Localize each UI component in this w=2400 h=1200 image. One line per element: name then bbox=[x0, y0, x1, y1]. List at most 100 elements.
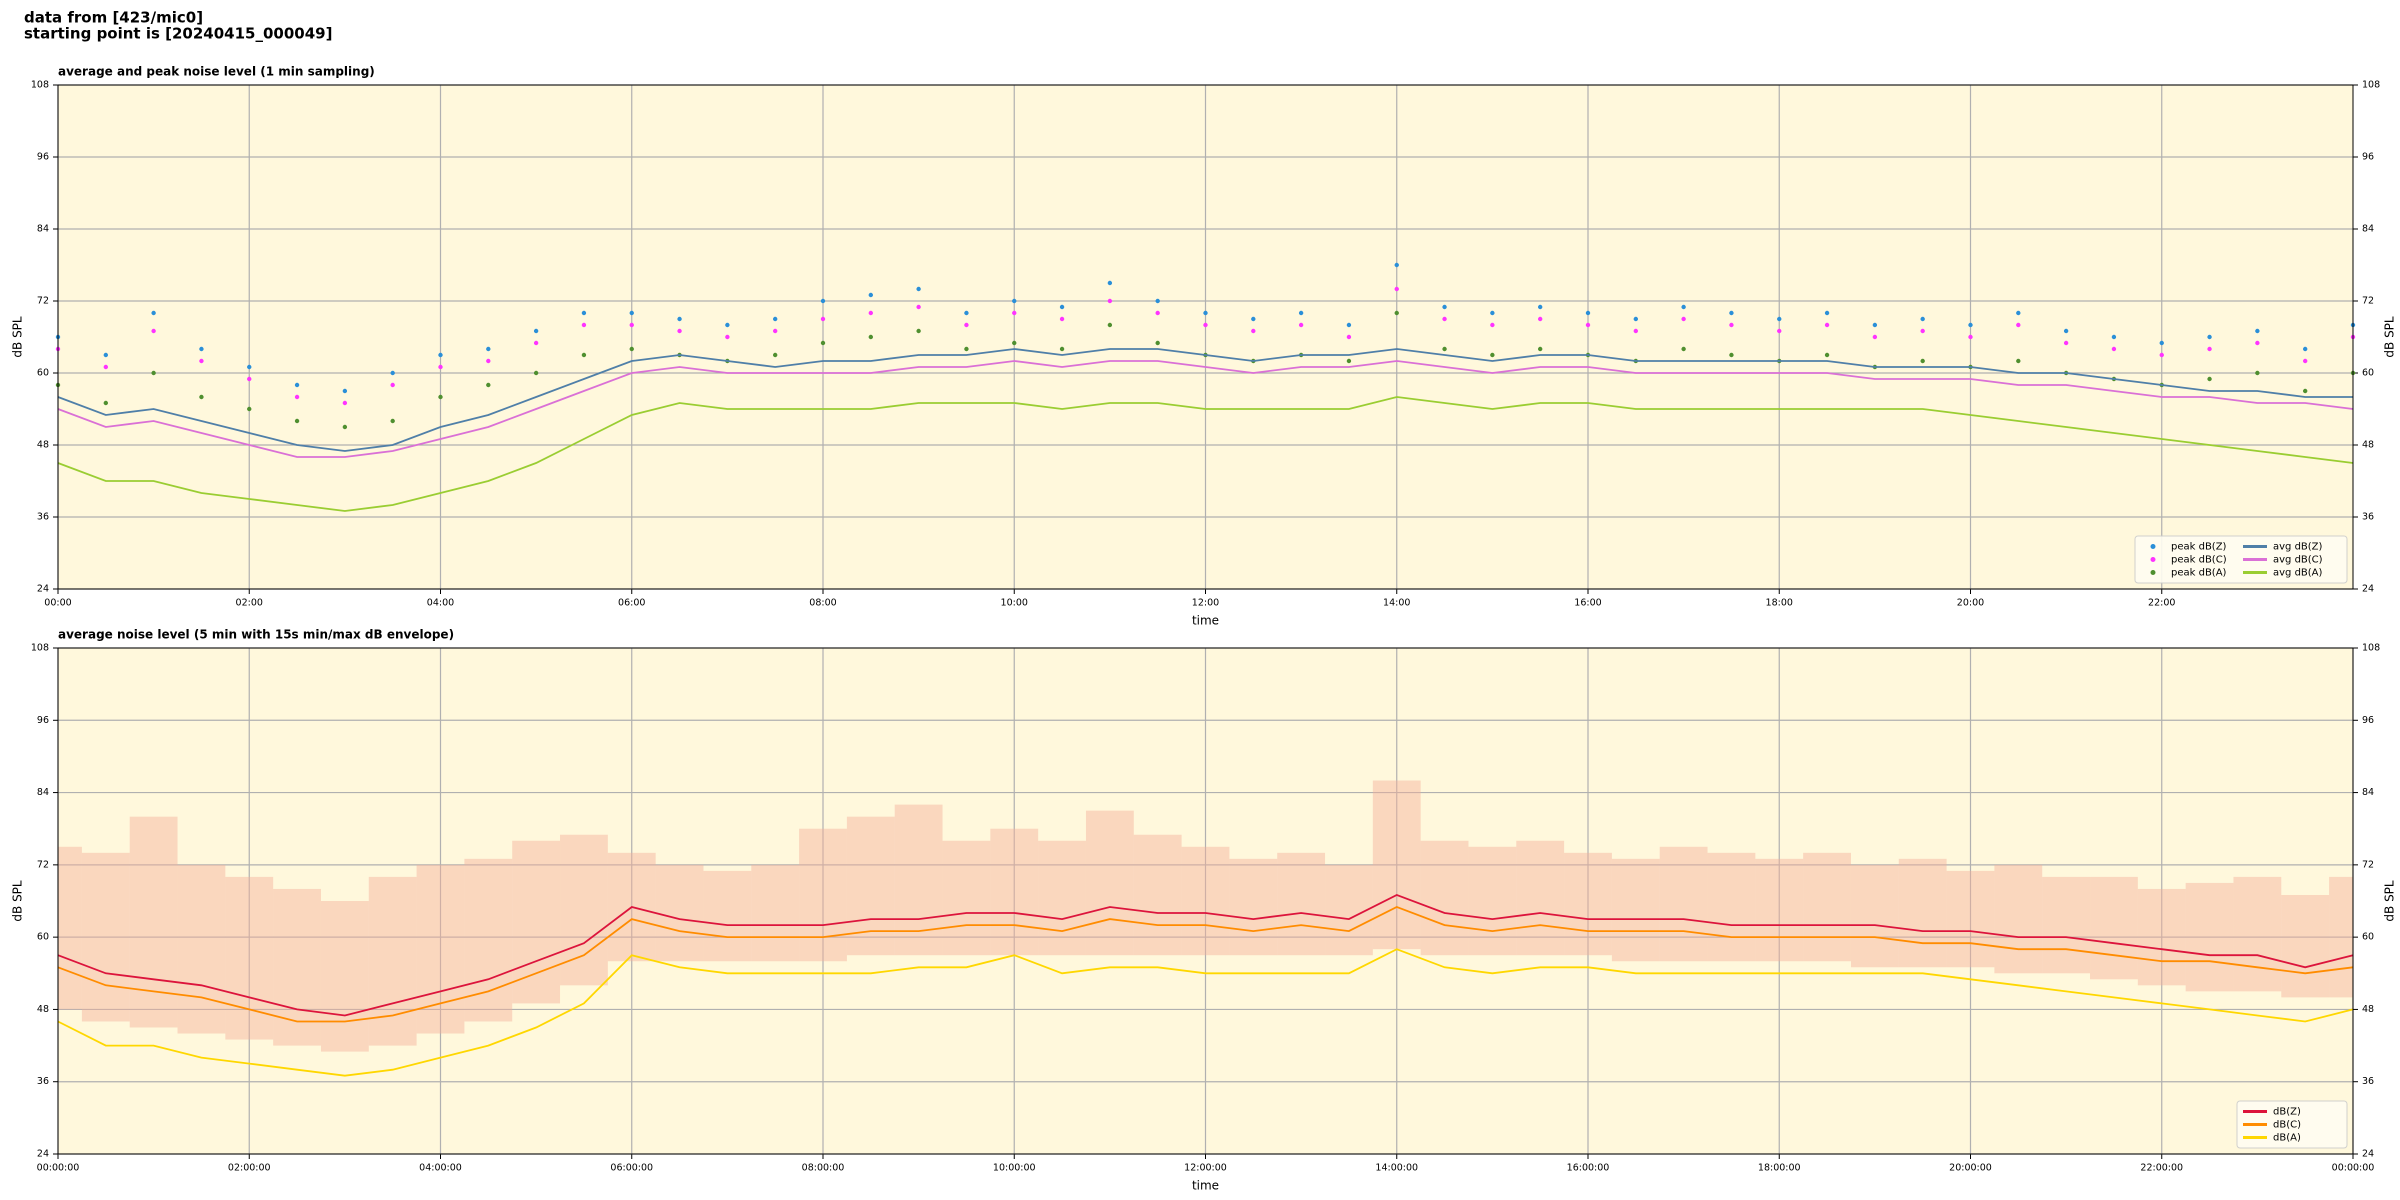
peak-point bbox=[820, 298, 826, 304]
envelope-band bbox=[1707, 852, 1756, 962]
legend-label: dB(C) bbox=[2273, 1120, 2301, 1131]
y2-tick-label: 36 bbox=[2362, 512, 2374, 523]
peak-point bbox=[390, 382, 395, 388]
x-tick-label: 08:00:00 bbox=[802, 1163, 845, 1174]
x-tick-label: 18:00:00 bbox=[1758, 1163, 1801, 1174]
peak-point bbox=[1012, 298, 1017, 304]
y2-tick-label: 72 bbox=[2362, 296, 2374, 307]
peak-point bbox=[486, 358, 491, 364]
peak-point bbox=[1681, 346, 1686, 352]
peak-point bbox=[1346, 322, 1352, 328]
x-tick-label: 16:00 bbox=[1574, 598, 1601, 609]
peak-point bbox=[1442, 316, 1447, 322]
envelope-band bbox=[177, 864, 226, 1034]
peak-point bbox=[725, 322, 730, 328]
envelope-band bbox=[1038, 840, 1086, 956]
peak-point bbox=[199, 394, 204, 400]
peak-point bbox=[1251, 328, 1256, 334]
envelope-band bbox=[464, 858, 513, 1022]
legend-label: peak dB(Z) bbox=[2171, 542, 2227, 553]
envelope-band bbox=[512, 840, 561, 1004]
peak-point bbox=[1298, 322, 1304, 328]
x-tick-label: 18:00 bbox=[1766, 598, 1793, 609]
x-tick-label: 20:00 bbox=[1957, 598, 1984, 609]
envelope-band bbox=[1229, 858, 1278, 956]
peak-point bbox=[1251, 316, 1256, 322]
peak-point bbox=[294, 418, 300, 424]
y2-tick-label: 84 bbox=[2362, 787, 2374, 798]
peak-point bbox=[1681, 316, 1686, 322]
peak-point bbox=[2063, 340, 2069, 346]
peak-point bbox=[1203, 310, 1208, 316]
peak-point bbox=[2207, 334, 2212, 340]
envelope-band bbox=[1085, 810, 1134, 956]
peak-point bbox=[1394, 262, 1399, 268]
y2-tick-label: 72 bbox=[2362, 859, 2374, 870]
peak-point bbox=[1155, 340, 1160, 346]
peak-point bbox=[1537, 346, 1543, 352]
peak-point bbox=[1346, 358, 1352, 364]
peak-point bbox=[964, 310, 969, 316]
x-tick-label: 06:00:00 bbox=[610, 1163, 653, 1174]
legend-marker bbox=[2150, 557, 2156, 562]
envelope-band bbox=[1659, 846, 1708, 962]
peak-point bbox=[247, 406, 252, 412]
x-axis-label: time bbox=[1192, 1179, 1219, 1193]
y-tick-label: 96 bbox=[37, 715, 49, 726]
envelope-band bbox=[1994, 864, 2043, 974]
y-tick-label: 48 bbox=[37, 440, 49, 451]
series-line bbox=[57, 906, 2354, 1023]
peak-point bbox=[820, 316, 826, 322]
x-tick-label: 14:00:00 bbox=[1375, 1163, 1418, 1174]
envelope-band bbox=[1611, 858, 1660, 962]
y2-tick-label: 48 bbox=[2362, 1004, 2374, 1015]
y-tick-label: 36 bbox=[37, 512, 49, 523]
peak-point bbox=[772, 352, 778, 358]
y2-tick-label: 24 bbox=[2362, 584, 2374, 595]
peak-point bbox=[1107, 298, 1113, 304]
peak-point bbox=[1585, 322, 1591, 328]
peak-point bbox=[1155, 298, 1160, 304]
peak-point bbox=[342, 400, 348, 406]
envelope-band bbox=[1755, 858, 1804, 962]
peak-point bbox=[1059, 346, 1065, 352]
envelope-band bbox=[560, 834, 608, 986]
peak-point bbox=[247, 364, 252, 370]
x-tick-label: 22:00:00 bbox=[2140, 1163, 2183, 1174]
y-tick-label: 84 bbox=[37, 224, 49, 235]
x-tick-label: 16:00:00 bbox=[1567, 1163, 1610, 1174]
x-tick-label: 00:00:00 bbox=[37, 1163, 80, 1174]
peak-point bbox=[390, 370, 395, 376]
peak-point bbox=[2159, 340, 2164, 346]
peak-point bbox=[1585, 310, 1591, 316]
envelope-band bbox=[225, 876, 274, 1040]
peak-point bbox=[1107, 322, 1113, 328]
legend-label: avg dB(Z) bbox=[2273, 542, 2323, 553]
peak-point bbox=[868, 334, 874, 340]
envelope-band bbox=[58, 846, 82, 1010]
y-tick-label: 72 bbox=[37, 859, 49, 870]
peak-point bbox=[772, 316, 778, 322]
peak-point bbox=[725, 334, 730, 340]
peak-point bbox=[1920, 328, 1925, 334]
plot-frame bbox=[57, 84, 2354, 590]
y-tick-label: 36 bbox=[37, 1076, 49, 1087]
envelope-band bbox=[1468, 846, 1517, 956]
y-tick-label: 72 bbox=[37, 296, 49, 307]
envelope-band bbox=[655, 864, 704, 962]
peak-point bbox=[2016, 322, 2021, 328]
legend-marker bbox=[2150, 544, 2156, 549]
series-line bbox=[57, 894, 2354, 1017]
legend-label: avg dB(A) bbox=[2273, 568, 2323, 579]
peak-point bbox=[533, 328, 539, 334]
y2-tick-label: 24 bbox=[2362, 1149, 2374, 1160]
chart-title: average noise level (5 min with 15s min/… bbox=[58, 628, 454, 642]
peak-point bbox=[1442, 346, 1447, 352]
envelope-band bbox=[320, 901, 369, 1052]
peak-point bbox=[1681, 304, 1686, 310]
envelope-band bbox=[1898, 858, 1947, 968]
y-tick-label: 24 bbox=[37, 1149, 49, 1160]
peak-point bbox=[1777, 316, 1782, 322]
y-tick-label: 24 bbox=[37, 584, 49, 595]
peak-point bbox=[629, 310, 634, 316]
